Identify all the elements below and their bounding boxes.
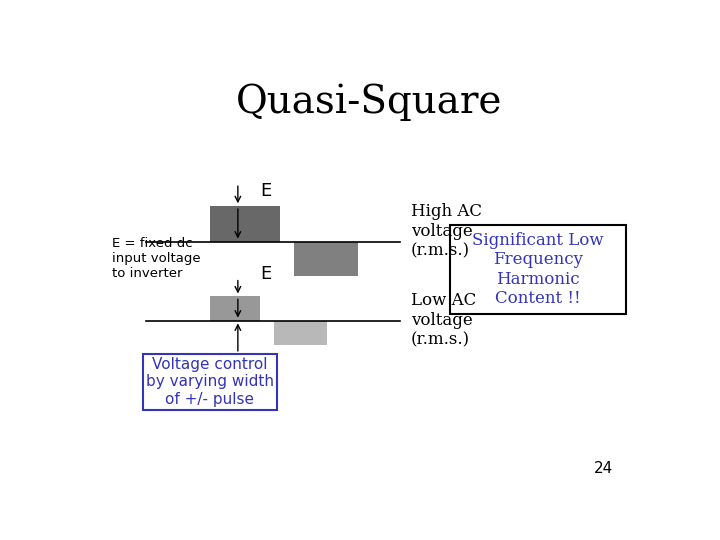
Bar [274,321,327,345]
Bar [210,296,260,321]
Text: E: E [260,265,271,283]
Text: Quasi-Square: Quasi-Square [235,84,503,121]
Bar [450,225,626,314]
Text: Significant Low
Frequency
Harmonic
Content !!: Significant Low Frequency Harmonic Conte… [472,232,603,307]
Text: E = fixed dc
input voltage
to inverter: E = fixed dc input voltage to inverter [112,237,201,280]
Bar [143,354,277,410]
Text: E: E [260,182,271,200]
Bar [294,241,358,275]
Text: Voltage control
by varying width
of +/- pulse: Voltage control by varying width of +/- … [146,357,274,407]
Text: 24: 24 [594,461,613,476]
Text: Low AC
voltage
(r.m.s.): Low AC voltage (r.m.s.) [411,293,476,349]
Text: High AC
voltage
(r.m.s.): High AC voltage (r.m.s.) [411,203,482,259]
Bar [210,206,279,241]
